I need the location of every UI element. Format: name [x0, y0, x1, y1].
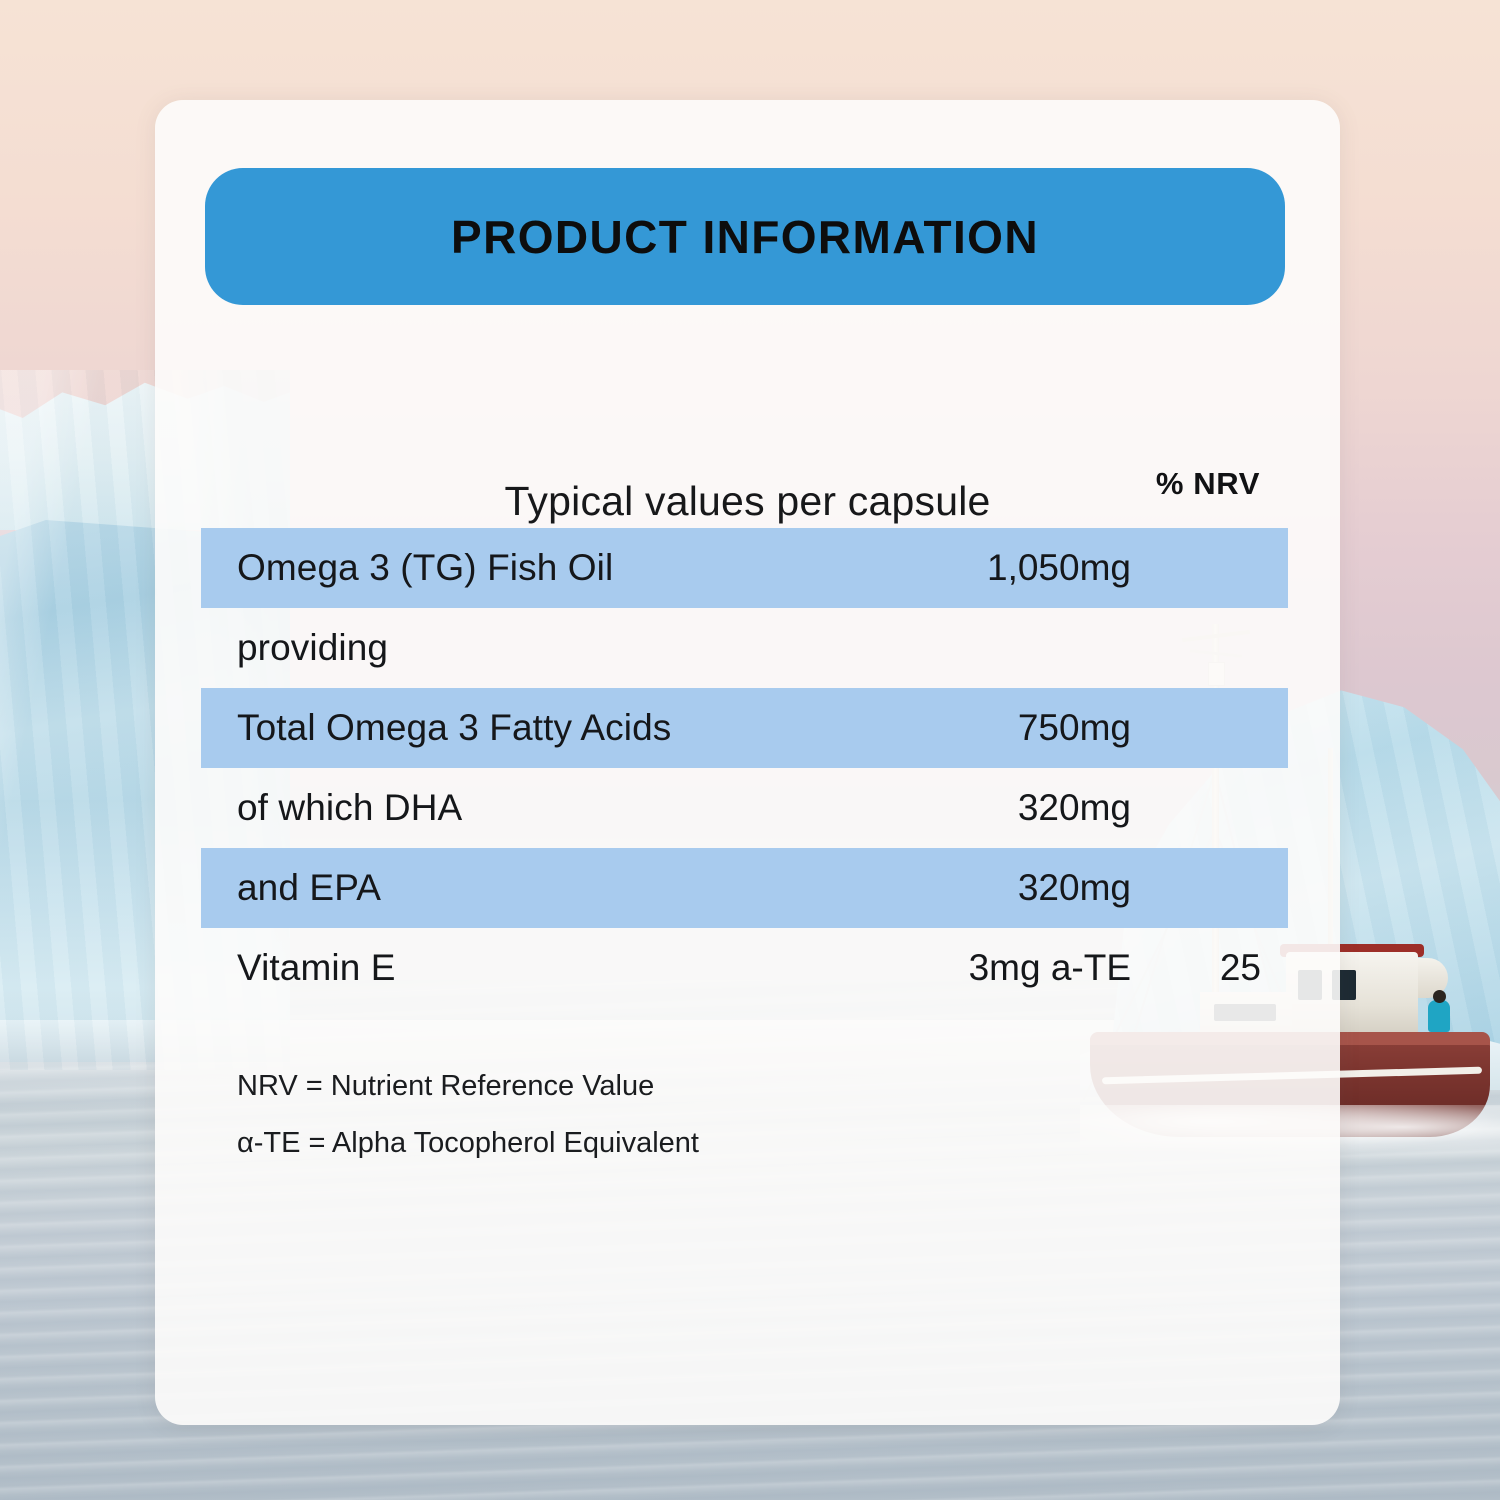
nutrient-nrv: 25	[1219, 947, 1261, 988]
boat-crew-member	[1428, 1000, 1450, 1032]
table-row: and EPA 320mg	[201, 848, 1288, 928]
nutrition-table: Omega 3 (TG) Fish Oil 1,050mg providing …	[201, 528, 1288, 1008]
table-row: Omega 3 (TG) Fish Oil 1,050mg	[201, 528, 1288, 608]
nutrient-amount: 320mg	[1017, 787, 1131, 828]
nutrient-name: and EPA	[237, 867, 382, 908]
nutrient-name: Vitamin E	[237, 947, 396, 988]
footnote-nrv: NRV = Nutrient Reference Value	[237, 1070, 655, 1102]
nutrient-name: Omega 3 (TG) Fish Oil	[237, 547, 614, 588]
nutrient-name: providing	[237, 627, 389, 668]
footnote-ate: α-TE = Alpha Tocopherol Equivalent	[237, 1126, 699, 1159]
table-row: Vitamin E 3mg a-TE 25	[201, 928, 1288, 1008]
table-row: of which DHA 320mg	[201, 768, 1288, 848]
table-row: providing	[201, 608, 1288, 688]
table-footnotes: NRV = Nutrient Reference Value α-TE = Al…	[237, 1058, 699, 1171]
nutrient-amount: 1,050mg	[987, 547, 1131, 588]
nutrient-amount: 3mg a-TE	[968, 947, 1131, 988]
boat-crew-head	[1433, 990, 1446, 1003]
page-title: PRODUCT INFORMATION	[451, 210, 1039, 263]
nutrient-name: of which DHA	[237, 787, 463, 828]
nutrient-name: Total Omega 3 Fatty Acids	[237, 707, 672, 748]
product-information-card: PRODUCT INFORMATION Typical values per c…	[155, 100, 1340, 1425]
table-row: Total Omega 3 Fatty Acids 750mg	[201, 688, 1288, 768]
table-subtitle: Typical values per capsule	[504, 478, 991, 524]
nutrient-amount: 320mg	[1017, 867, 1131, 908]
nrv-column-header: % NRV	[1155, 466, 1260, 501]
product-information-banner: PRODUCT INFORMATION	[205, 168, 1285, 305]
nutrient-amount: 750mg	[1017, 707, 1131, 748]
